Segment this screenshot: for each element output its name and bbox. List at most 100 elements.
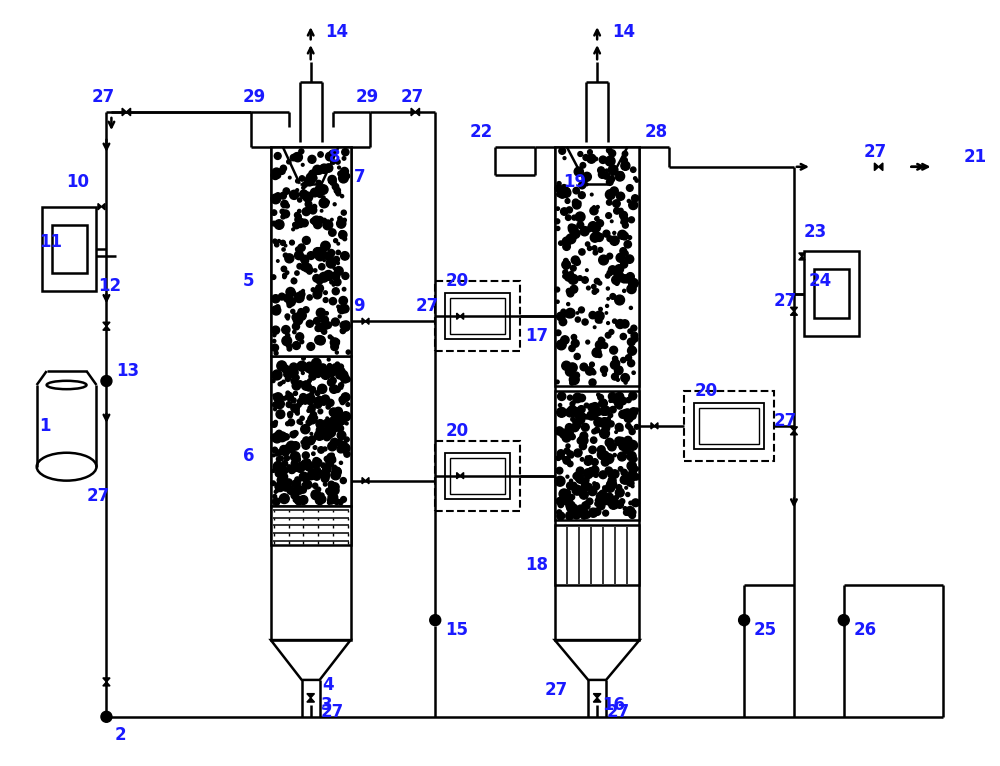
- Circle shape: [283, 396, 286, 400]
- Circle shape: [631, 167, 636, 172]
- Circle shape: [343, 172, 349, 178]
- Circle shape: [567, 290, 574, 297]
- Circle shape: [339, 461, 343, 464]
- Circle shape: [283, 275, 286, 279]
- Circle shape: [592, 429, 597, 434]
- Circle shape: [610, 187, 618, 195]
- Circle shape: [585, 242, 590, 246]
- Circle shape: [632, 371, 635, 375]
- Circle shape: [595, 341, 604, 349]
- Circle shape: [290, 431, 297, 438]
- Circle shape: [615, 488, 624, 497]
- Circle shape: [593, 510, 596, 514]
- Circle shape: [602, 342, 608, 349]
- Circle shape: [274, 490, 277, 493]
- Circle shape: [291, 404, 299, 412]
- Circle shape: [275, 173, 281, 178]
- Circle shape: [608, 176, 615, 182]
- Circle shape: [293, 152, 302, 162]
- Bar: [271, 506, 351, 545]
- Polygon shape: [307, 698, 315, 702]
- Circle shape: [620, 428, 623, 431]
- Circle shape: [288, 176, 291, 179]
- Circle shape: [615, 369, 621, 375]
- Circle shape: [573, 188, 579, 194]
- Circle shape: [341, 251, 349, 260]
- Circle shape: [618, 452, 626, 461]
- Circle shape: [628, 329, 632, 333]
- Circle shape: [591, 403, 599, 411]
- Circle shape: [282, 210, 290, 218]
- Circle shape: [593, 250, 598, 255]
- Circle shape: [277, 361, 287, 371]
- Circle shape: [558, 392, 566, 401]
- Circle shape: [289, 489, 293, 493]
- Circle shape: [557, 512, 565, 520]
- Circle shape: [569, 271, 573, 276]
- Circle shape: [328, 442, 337, 451]
- Circle shape: [609, 329, 614, 334]
- Circle shape: [578, 307, 584, 313]
- Circle shape: [575, 212, 585, 221]
- Circle shape: [626, 480, 633, 486]
- Circle shape: [339, 231, 345, 237]
- Circle shape: [608, 442, 616, 451]
- Circle shape: [613, 231, 616, 234]
- Circle shape: [288, 465, 296, 473]
- Circle shape: [310, 391, 314, 395]
- Circle shape: [578, 152, 583, 156]
- Circle shape: [342, 441, 347, 446]
- Circle shape: [558, 404, 562, 407]
- Circle shape: [284, 368, 294, 378]
- Circle shape: [316, 276, 324, 284]
- Circle shape: [606, 496, 610, 501]
- Circle shape: [563, 188, 570, 195]
- Circle shape: [615, 437, 623, 445]
- Circle shape: [339, 231, 347, 239]
- Circle shape: [562, 260, 570, 269]
- Circle shape: [555, 330, 561, 336]
- Circle shape: [276, 305, 280, 309]
- Text: 14: 14: [612, 23, 635, 41]
- Circle shape: [616, 378, 619, 381]
- Circle shape: [341, 210, 346, 215]
- Circle shape: [286, 317, 289, 320]
- Circle shape: [580, 227, 589, 236]
- Circle shape: [559, 429, 569, 438]
- Text: 26: 26: [854, 621, 877, 639]
- Circle shape: [613, 319, 617, 323]
- Circle shape: [606, 200, 612, 205]
- Text: 10: 10: [67, 172, 90, 191]
- Circle shape: [318, 447, 324, 453]
- Circle shape: [576, 467, 584, 475]
- Circle shape: [574, 353, 580, 359]
- Circle shape: [577, 477, 582, 482]
- Circle shape: [578, 192, 585, 198]
- Circle shape: [610, 236, 619, 245]
- Circle shape: [573, 201, 581, 209]
- Circle shape: [581, 484, 589, 492]
- Circle shape: [321, 241, 330, 250]
- Circle shape: [629, 501, 632, 505]
- Circle shape: [314, 398, 321, 404]
- Circle shape: [338, 371, 348, 380]
- Circle shape: [334, 386, 340, 392]
- Circle shape: [582, 277, 588, 283]
- Circle shape: [592, 349, 601, 357]
- Circle shape: [322, 329, 327, 334]
- Circle shape: [323, 447, 327, 451]
- Circle shape: [579, 486, 585, 493]
- Circle shape: [585, 456, 589, 460]
- Circle shape: [311, 175, 317, 182]
- Circle shape: [573, 393, 582, 403]
- Circle shape: [322, 470, 329, 477]
- Circle shape: [558, 191, 566, 198]
- Circle shape: [313, 165, 322, 175]
- Circle shape: [283, 253, 288, 257]
- Circle shape: [300, 255, 308, 263]
- Circle shape: [323, 419, 332, 427]
- Circle shape: [341, 393, 350, 401]
- Bar: [42, 207, 96, 291]
- Text: 5: 5: [243, 273, 254, 290]
- Circle shape: [341, 168, 348, 175]
